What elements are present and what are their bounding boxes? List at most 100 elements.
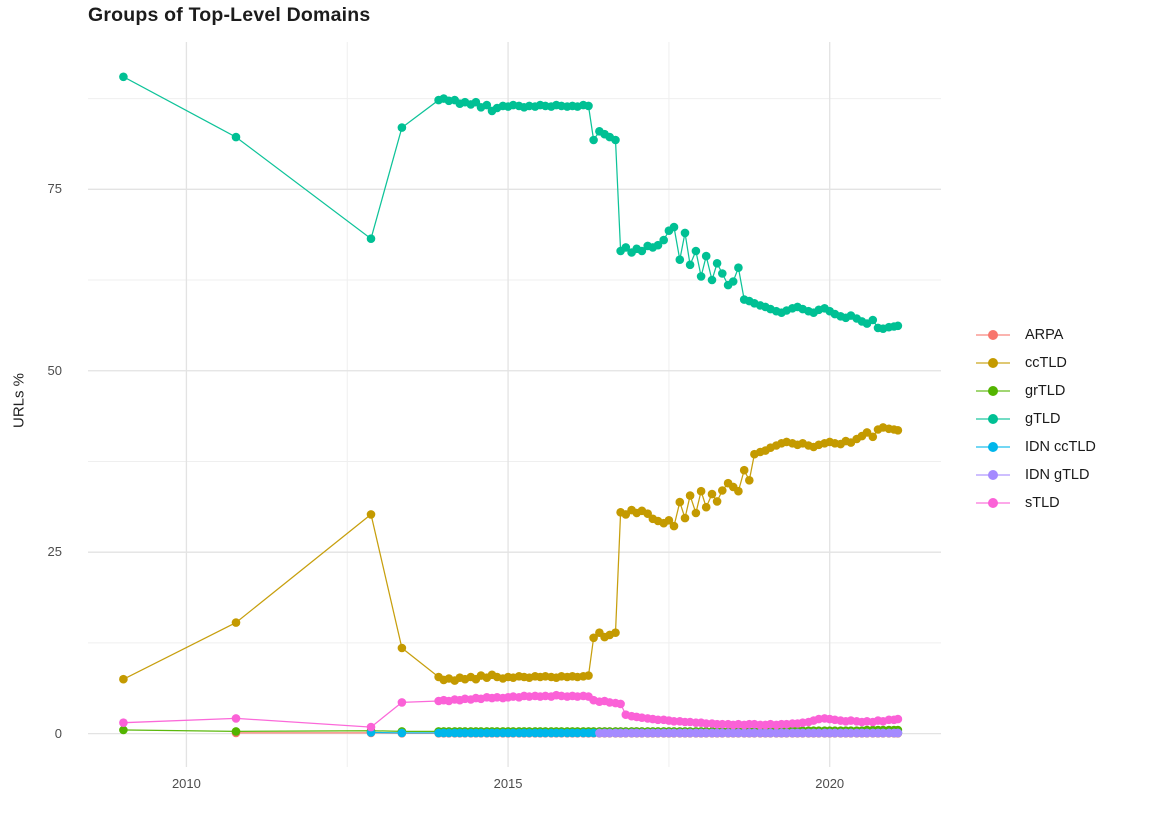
legend-item-grTLD: grTLD bbox=[976, 377, 1096, 405]
data-point bbox=[701, 502, 711, 512]
data-point bbox=[366, 234, 376, 243]
data-point bbox=[397, 728, 407, 738]
data-point bbox=[696, 486, 706, 496]
data-point bbox=[584, 671, 593, 680]
data-point bbox=[718, 269, 727, 278]
data-point bbox=[675, 255, 685, 264]
data-point bbox=[707, 489, 717, 499]
data-point bbox=[868, 432, 878, 442]
data-point bbox=[119, 72, 128, 82]
data-point bbox=[691, 246, 701, 256]
y-tick-label: 50 bbox=[47, 362, 62, 378]
data-point bbox=[584, 101, 593, 111]
x-tick-label: 2010 bbox=[171, 776, 201, 791]
data-point bbox=[664, 516, 674, 525]
series-IDN-gTLD bbox=[595, 728, 903, 738]
data-point bbox=[893, 321, 903, 331]
legend-dot-icon bbox=[988, 414, 998, 424]
data-point bbox=[675, 497, 685, 507]
data-point bbox=[611, 628, 620, 637]
data-point bbox=[231, 618, 241, 627]
data-point bbox=[621, 243, 631, 252]
legend-key-icon bbox=[976, 496, 1010, 510]
data-point bbox=[616, 699, 625, 709]
data-point bbox=[119, 718, 128, 727]
data-point bbox=[653, 240, 663, 250]
data-point bbox=[119, 725, 128, 735]
data-point bbox=[659, 235, 668, 245]
legend-key-icon bbox=[976, 468, 1010, 482]
data-point bbox=[718, 486, 727, 495]
data-point bbox=[696, 272, 706, 281]
data-point bbox=[734, 263, 743, 273]
data-point bbox=[739, 465, 749, 475]
legend-key-icon bbox=[976, 412, 1010, 426]
data-point bbox=[366, 722, 376, 732]
data-point bbox=[745, 476, 754, 485]
legend-dot-icon bbox=[988, 358, 998, 368]
legend-label: IDN gTLD bbox=[1025, 467, 1090, 483]
y-tick-label: 75 bbox=[47, 181, 62, 197]
data-point bbox=[397, 643, 407, 653]
data-point bbox=[589, 135, 598, 145]
data-point bbox=[611, 135, 620, 145]
data-point bbox=[712, 259, 722, 268]
chart-title: Groups of Top-Level Domains bbox=[88, 4, 371, 26]
data-point bbox=[734, 486, 743, 496]
data-point bbox=[397, 698, 407, 707]
legend-item-IDN-gTLD: IDN gTLD bbox=[976, 461, 1096, 489]
legend-label: gTLD bbox=[1025, 411, 1061, 427]
data-point bbox=[231, 132, 241, 142]
data-point bbox=[701, 251, 711, 261]
legend-dot-icon bbox=[988, 498, 998, 508]
legend-key-icon bbox=[976, 384, 1010, 398]
legend-label: ccTLD bbox=[1025, 355, 1067, 371]
data-point bbox=[712, 497, 722, 506]
legend-label: grTLD bbox=[1025, 383, 1066, 399]
data-point bbox=[231, 714, 241, 723]
x-tick-label: 2015 bbox=[493, 776, 523, 791]
data-point bbox=[680, 228, 690, 238]
data-point bbox=[685, 491, 695, 500]
data-point bbox=[893, 714, 903, 724]
data-point bbox=[482, 100, 492, 110]
legend-label: ARPA bbox=[1025, 327, 1064, 343]
data-point bbox=[231, 727, 241, 736]
data-point bbox=[637, 246, 647, 256]
data-point bbox=[669, 222, 679, 232]
data-point bbox=[868, 315, 878, 325]
legend-dot-icon bbox=[988, 470, 998, 480]
legend-key-icon bbox=[976, 356, 1010, 370]
data-point bbox=[397, 123, 407, 132]
series-line bbox=[123, 76, 899, 330]
legend-label: IDN ccTLD bbox=[1025, 439, 1096, 455]
legend-item-ARPA: ARPA bbox=[976, 321, 1096, 349]
data-point bbox=[893, 426, 903, 435]
legend-item-gTLD: gTLD bbox=[976, 405, 1096, 433]
legend-label: sTLD bbox=[1025, 495, 1060, 511]
legend-key-icon bbox=[976, 328, 1010, 342]
series-gTLD bbox=[119, 72, 903, 334]
legend-key-icon bbox=[976, 440, 1010, 454]
legend: ARPA ccTLD grTLD gTLD IDN ccTLD IDN gTLD sTLD bbox=[976, 321, 1096, 517]
data-point bbox=[707, 275, 717, 285]
y-tick-label: 0 bbox=[54, 725, 62, 741]
data-point bbox=[893, 728, 903, 738]
series-ccTLD bbox=[119, 423, 903, 685]
data-point bbox=[685, 260, 695, 270]
data-point bbox=[728, 277, 738, 286]
legend-dot-icon bbox=[988, 386, 998, 396]
data-point bbox=[669, 521, 679, 531]
x-tick-label: 2020 bbox=[815, 776, 845, 791]
legend-item-ccTLD: ccTLD bbox=[976, 349, 1096, 377]
legend-item-IDN-ccTLD: IDN ccTLD bbox=[976, 433, 1096, 461]
legend-dot-icon bbox=[988, 330, 998, 340]
data-point bbox=[691, 508, 701, 518]
legend-dot-icon bbox=[988, 442, 998, 452]
data-point bbox=[589, 633, 598, 643]
data-point bbox=[680, 513, 690, 523]
series-sTLD bbox=[119, 690, 903, 732]
data-point bbox=[119, 674, 128, 684]
